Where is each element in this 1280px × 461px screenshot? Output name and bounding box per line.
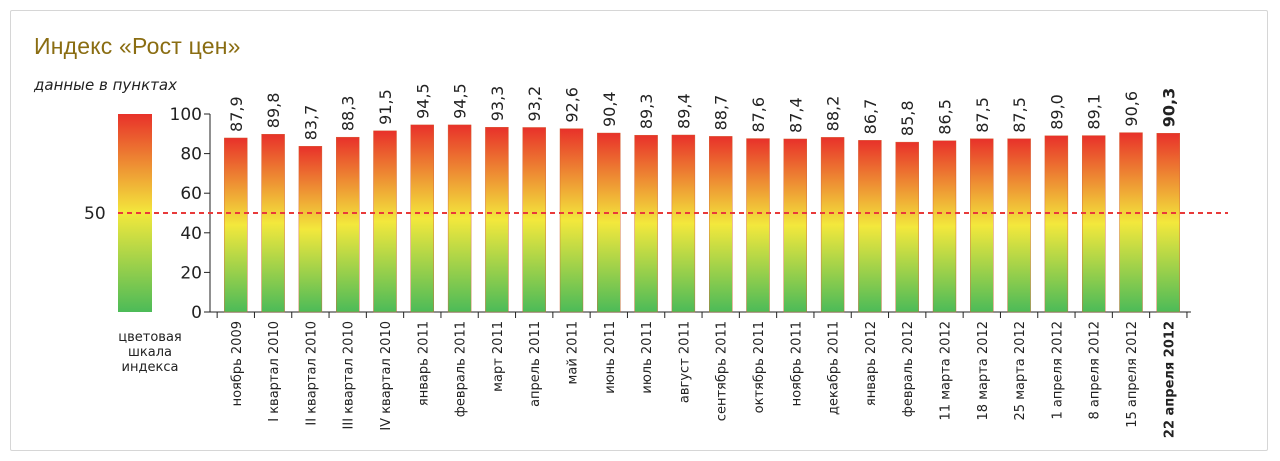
bar <box>522 127 546 313</box>
x-tick-label: апрель 2011 <box>528 321 543 407</box>
bar <box>485 127 509 313</box>
bar <box>1119 132 1143 313</box>
bar-value-label: 88,3 <box>339 96 358 132</box>
bar-value-label: 87,5 <box>1010 97 1029 133</box>
x-tick-label: 11 марта 2012 <box>939 321 954 420</box>
x-tick-label: июнь 2011 <box>603 321 618 394</box>
x-tick-label: 1 апреля 2012 <box>1050 321 1065 419</box>
x-tick-label: ноябрь 2011 <box>789 321 804 406</box>
bar-value-label: 92,6 <box>563 87 582 123</box>
bar-value-label: 93,3 <box>488 86 507 122</box>
chart-title: Индекс «Рост цен» <box>34 33 241 59</box>
bar <box>970 138 994 313</box>
x-tick-label: 8 апреля 2012 <box>1088 321 1103 419</box>
bar <box>932 140 957 313</box>
bar-value-label: 87,4 <box>786 97 805 133</box>
bar <box>783 138 807 313</box>
x-tick-label: 25 марта 2012 <box>1013 321 1028 420</box>
y-tick-label: 20 <box>180 263 202 283</box>
x-tick-label: февраль 2012 <box>901 321 916 417</box>
color-scale-caption-line: индекса <box>121 360 179 375</box>
bar-value-label: 88,7 <box>712 95 731 131</box>
x-tick-label: май 2011 <box>566 321 581 384</box>
x-tick-label: декабрь 2011 <box>827 321 842 415</box>
bar-value-label: 86,7 <box>861 99 880 135</box>
y-tick-label: 40 <box>180 224 202 244</box>
x-tick-label: август 2011 <box>677 321 692 403</box>
bar-value-label: 87,6 <box>749 97 768 133</box>
x-tick-label: II квартал 2010 <box>304 321 319 426</box>
x-tick-label: март 2011 <box>491 321 506 392</box>
x-tick-label: октябрь 2011 <box>752 321 767 413</box>
bar-value-label: 89,4 <box>674 93 693 129</box>
bar <box>858 140 882 313</box>
bar <box>671 134 696 313</box>
x-tick-label: ноябрь 2009 <box>230 321 245 406</box>
x-tick-label: IV квартал 2010 <box>379 321 394 431</box>
color-scale-caption-line: шкала <box>128 345 172 360</box>
bar <box>1044 135 1069 313</box>
bar <box>336 136 360 313</box>
y-tick-label: 80 <box>180 145 202 165</box>
bar-value-label: 94,5 <box>413 83 432 119</box>
bar <box>709 136 733 313</box>
bar-value-label: 83,7 <box>301 105 320 141</box>
bar-value-label: 86,5 <box>936 99 955 135</box>
bar-value-label: 87,5 <box>973 97 992 133</box>
bar-value-label: 89,0 <box>1047 94 1066 130</box>
bar-value-label: 89,1 <box>1085 94 1104 130</box>
bar-value-label: 85,8 <box>898 100 917 136</box>
bar-value-label: 94,5 <box>451 83 470 119</box>
y-tick-label: 0 <box>191 303 202 323</box>
x-tick-label: сентябрь 2011 <box>715 321 730 421</box>
reference-line-label: 50 <box>84 204 106 224</box>
bar-value-label: 93,2 <box>525 86 544 122</box>
bar <box>1081 135 1106 313</box>
color-scale-caption: цветовая шкала индекса <box>100 330 200 375</box>
bar <box>298 146 323 313</box>
x-tick-label: 22 апреля 2012 <box>1162 321 1177 438</box>
bar-value-label: 88,2 <box>824 96 843 132</box>
x-tick-label: I квартал 2010 <box>267 321 282 422</box>
x-tick-label: февраль 2011 <box>454 321 469 417</box>
bar <box>1156 133 1181 313</box>
bar <box>746 138 770 313</box>
bar <box>410 124 434 313</box>
x-tick-label: III квартал 2010 <box>342 321 357 429</box>
y-tick-label: 60 <box>180 184 202 204</box>
bar <box>597 132 621 313</box>
x-tick-label: январь 2012 <box>864 321 879 406</box>
x-tick-label: 18 марта 2012 <box>976 321 991 420</box>
chart-subtitle: данные в пунктах <box>34 76 177 94</box>
bar <box>261 133 285 313</box>
color-scale-caption-line: цветовая <box>118 330 182 345</box>
bar <box>447 124 472 313</box>
bar-value-label: 90,4 <box>600 91 619 127</box>
bar <box>895 141 919 313</box>
bar-value-label: 89,8 <box>264 93 283 129</box>
x-tick-label: январь 2011 <box>416 321 431 406</box>
bar <box>820 137 845 313</box>
bar-value-label: 90,6 <box>1122 91 1141 127</box>
bar-value-label: 87,9 <box>227 96 246 132</box>
x-tick-label: 15 апреля 2012 <box>1125 321 1140 428</box>
bar <box>373 130 397 313</box>
bar-value-label: 90,3 <box>1159 88 1178 127</box>
bar <box>559 128 584 313</box>
bar <box>1007 138 1031 313</box>
bar <box>634 134 658 313</box>
x-tick-label: июль 2011 <box>640 321 655 394</box>
bar <box>224 137 248 313</box>
bar-value-label: 89,3 <box>637 94 656 130</box>
bar-value-label: 91,5 <box>376 89 395 125</box>
y-tick-label: 100 <box>170 105 202 125</box>
